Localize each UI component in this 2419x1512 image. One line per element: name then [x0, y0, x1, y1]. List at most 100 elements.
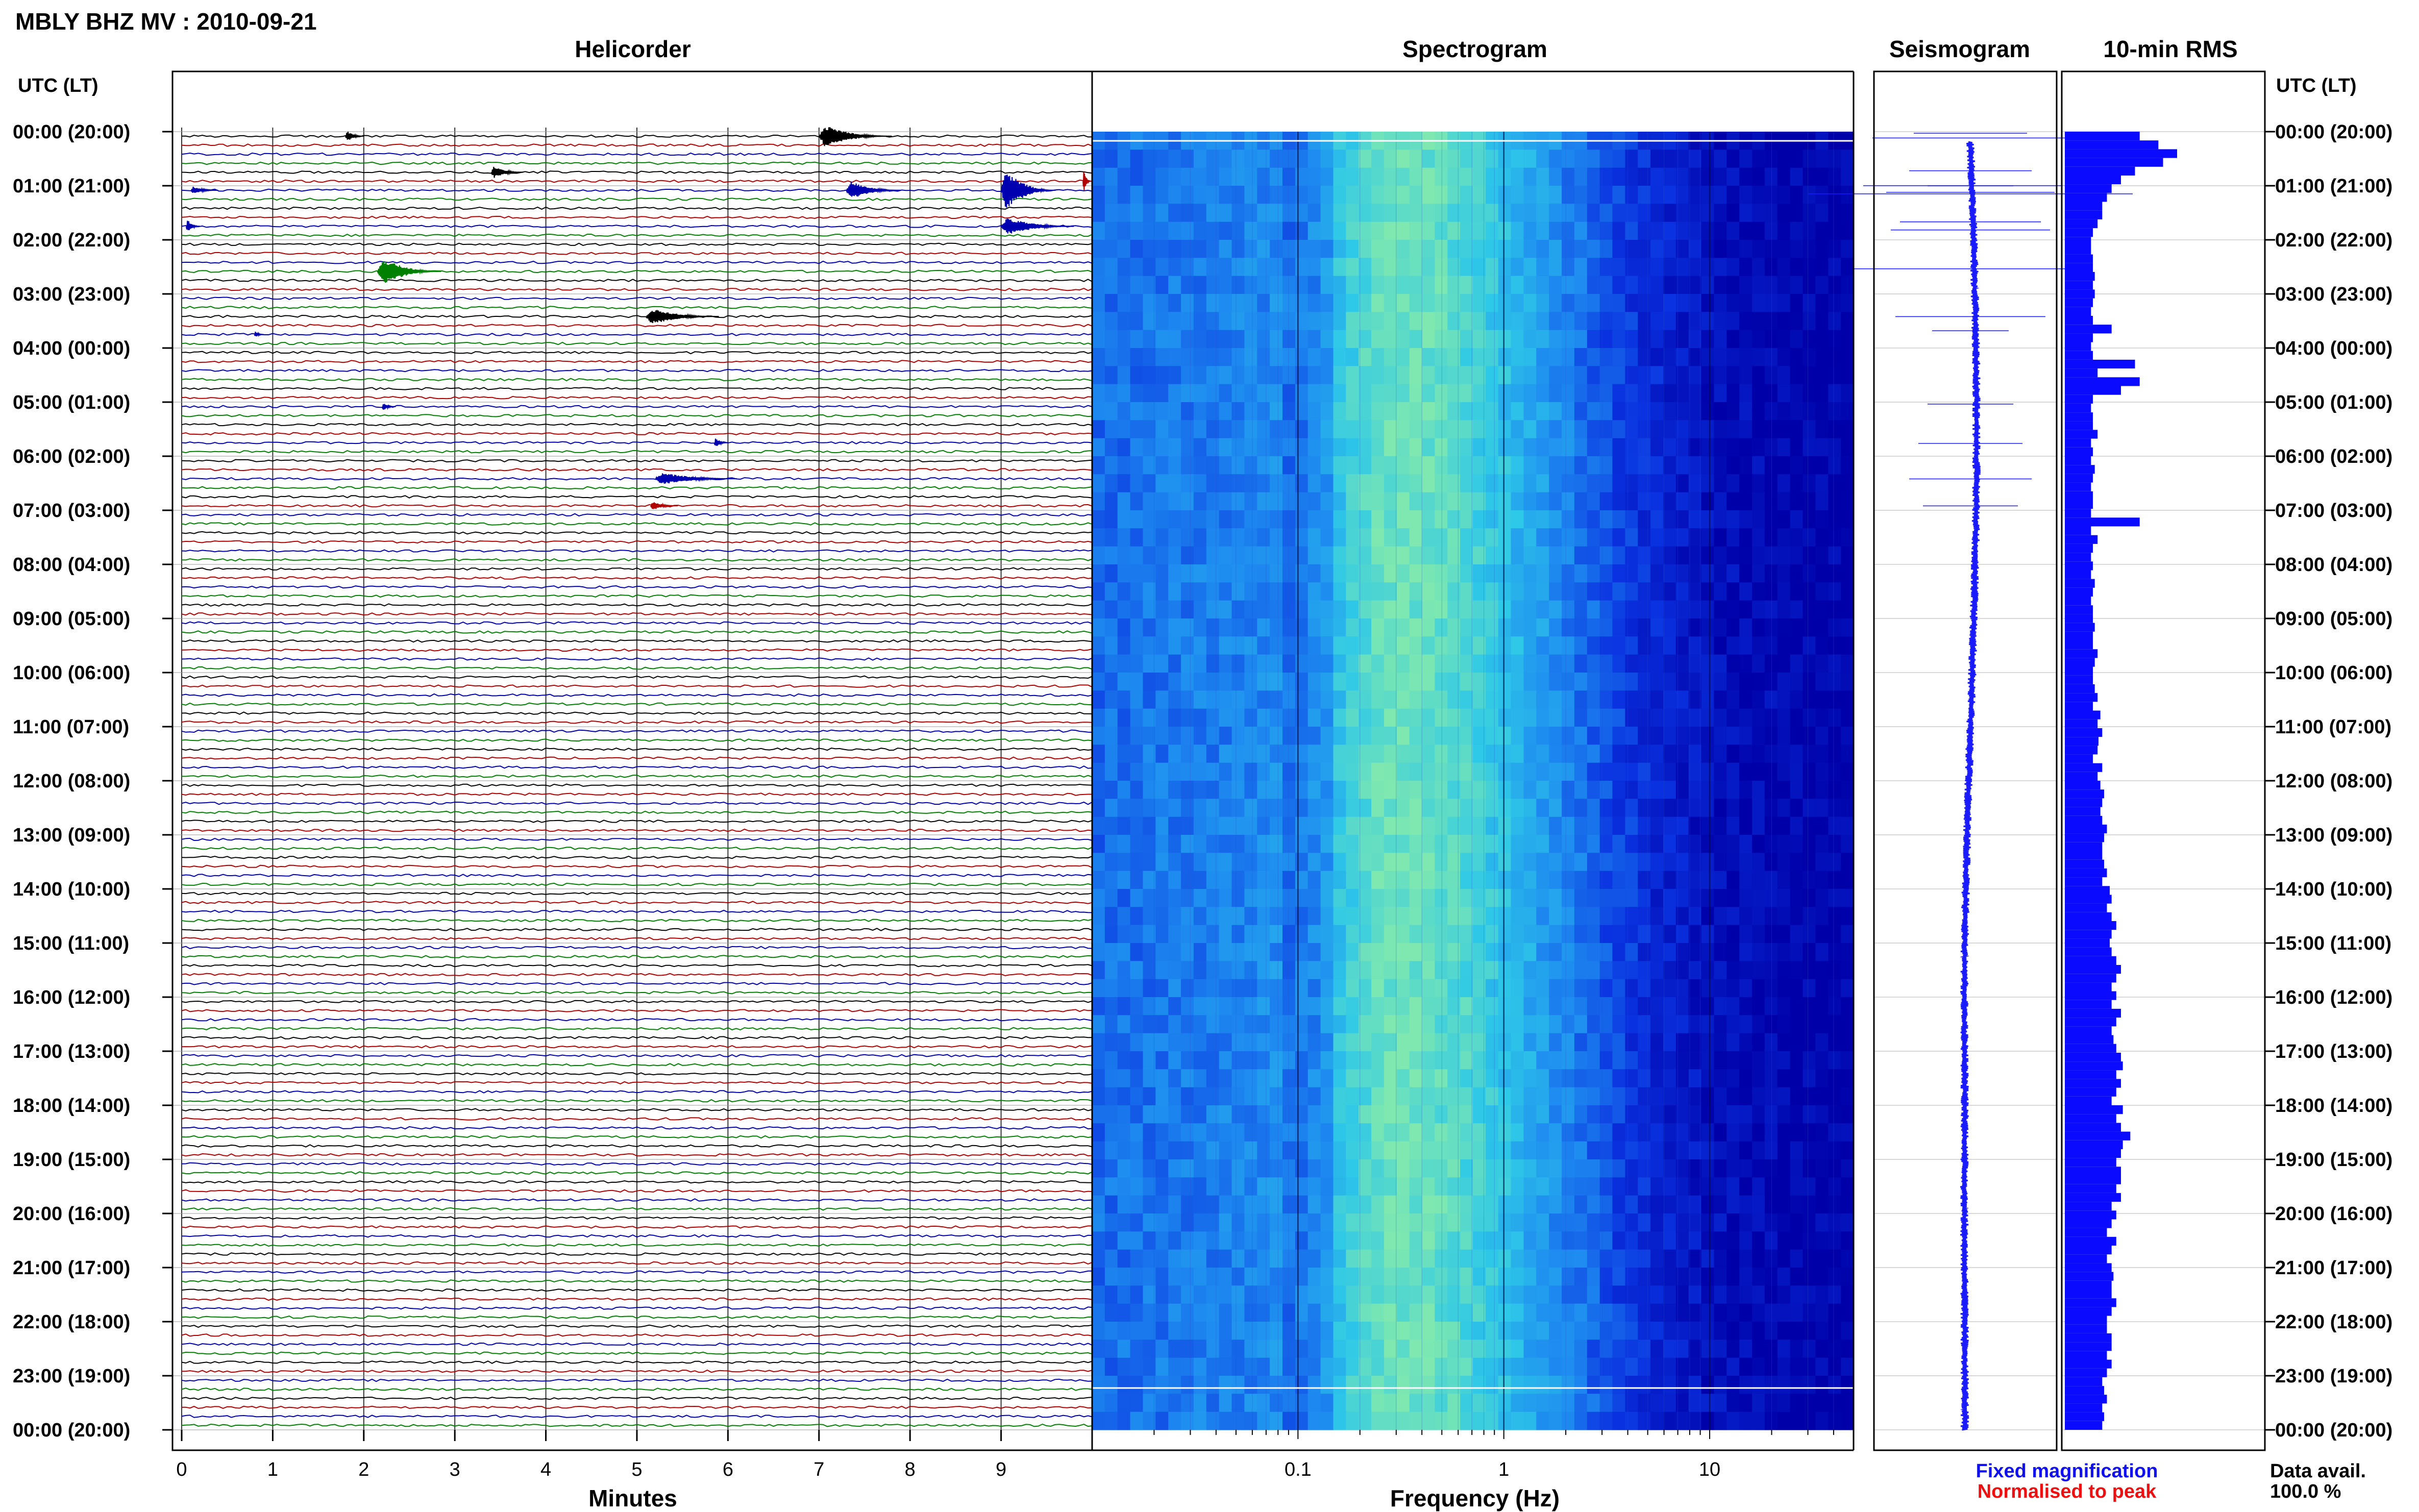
- spectrogram-cell: [1244, 600, 1257, 619]
- spectrogram-cell: [1485, 816, 1499, 835]
- spectrogram-cell: [1549, 1051, 1562, 1070]
- rms-bar: [2065, 517, 2140, 527]
- spectrogram-cell: [1270, 492, 1283, 511]
- spectrogram-cell: [1574, 1249, 1588, 1268]
- spectrogram-cell: [1168, 564, 1181, 583]
- frequency-tick-labels: 0.1 1 10: [1285, 1459, 1720, 1480]
- spectrogram-cell: [1511, 1033, 1524, 1052]
- spectrogram-cell: [1143, 1285, 1156, 1304]
- helicorder-trace: [181, 585, 1093, 589]
- spectrogram-cell: [1663, 1105, 1676, 1124]
- spectrogram-cell: [1447, 600, 1461, 619]
- spectrogram-cell: [1574, 1303, 1588, 1322]
- spectrogram-cell: [1841, 925, 1854, 944]
- spectrogram-cell: [1359, 204, 1372, 222]
- spectrogram-cell: [1168, 510, 1181, 529]
- spectrogram-cell: [1574, 546, 1588, 565]
- spectrogram-cell: [1270, 1376, 1283, 1394]
- spectrogram-cell: [1562, 1195, 1575, 1214]
- spectrogram-cell: [1498, 420, 1512, 439]
- spectrogram-cell: [1092, 925, 1105, 944]
- spectrogram-cell: [1396, 528, 1410, 547]
- spectrogram-cell: [1523, 402, 1537, 420]
- spectrogram-cell: [1359, 654, 1372, 673]
- spectrogram-cell: [1625, 546, 1638, 565]
- spectrogram-cell: [1815, 673, 1829, 691]
- time-tick-label: 05:00 (01:00): [13, 392, 130, 413]
- spectrogram-cell: [1511, 853, 1524, 872]
- spectrogram-cell: [1815, 312, 1829, 331]
- spectrogram-cell: [1219, 673, 1232, 691]
- spectrogram-cell: [1473, 1141, 1486, 1160]
- spectrogram-cell: [1346, 816, 1359, 835]
- spectrogram-cell: [1612, 889, 1625, 907]
- spectrogram-cell: [1422, 150, 1435, 168]
- spectrogram-cell: [1726, 727, 1740, 745]
- spectrogram-cell: [1777, 781, 1791, 799]
- spectrogram-cell: [1675, 564, 1689, 583]
- spectrogram-cell: [1282, 1357, 1296, 1376]
- spectrogram-cell: [1155, 1015, 1169, 1034]
- spectrogram-cell: [1270, 690, 1283, 709]
- rms-bar: [2065, 465, 2095, 474]
- spectrogram-cell: [1193, 1087, 1207, 1106]
- spectrogram-cell: [1092, 961, 1105, 980]
- spectrogram-cell: [1752, 1357, 1765, 1376]
- spectrogram-cell: [1219, 690, 1232, 709]
- spectrogram-cell: [1473, 835, 1486, 853]
- spectrogram-cell: [1587, 907, 1600, 926]
- spectrogram-cell: [1688, 1015, 1702, 1034]
- spectrogram-cell: [1117, 690, 1131, 709]
- spectrogram-cell: [1384, 1394, 1397, 1412]
- rms-bar: [2065, 368, 2098, 378]
- spectrogram-cell: [1130, 186, 1144, 204]
- spectrogram-cell: [1523, 618, 1537, 637]
- rms-bar: [2065, 509, 2091, 518]
- spectrogram-cell: [1320, 1322, 1334, 1340]
- spectrogram-cell: [1244, 1303, 1257, 1322]
- spectrogram-cell: [1168, 1213, 1181, 1232]
- spectrogram-cell: [1206, 221, 1220, 240]
- rms-bar: [2065, 938, 2110, 948]
- spectrogram-cell: [1828, 1340, 1841, 1358]
- spectrogram-cell: [1511, 1249, 1524, 1268]
- spectrogram-cell: [1612, 384, 1625, 403]
- spectrogram-cell: [1104, 871, 1118, 889]
- spectrogram-cell: [1726, 871, 1740, 889]
- spectrogram-cell: [1675, 167, 1689, 186]
- spectrogram-cell: [1333, 258, 1346, 277]
- spectrogram-cell: [1181, 240, 1194, 258]
- spectrogram-cell: [1447, 456, 1461, 475]
- spectrogram-cell: [1612, 673, 1625, 691]
- spectrogram-cell: [1295, 1051, 1309, 1070]
- spectrogram-cell: [1092, 708, 1105, 727]
- spectrogram-cell: [1219, 943, 1232, 961]
- spectrogram-cell: [1739, 384, 1752, 403]
- spectrogram-cell: [1231, 979, 1245, 998]
- spectrogram-cell: [1104, 997, 1118, 1015]
- spectrogram-cell: [1181, 673, 1194, 691]
- rms-bar: [2065, 394, 2093, 404]
- spectrogram-cell: [1701, 348, 1715, 366]
- spectrogram-cell: [1485, 1213, 1499, 1232]
- spectrogram-cell: [1295, 618, 1309, 637]
- spectrogram-cell: [1511, 1285, 1524, 1304]
- spectrogram-cell: [1231, 1376, 1245, 1394]
- spectrogram-cell: [1777, 961, 1791, 980]
- rms-bar: [2065, 798, 2103, 807]
- spectrogram-cell: [1181, 1411, 1194, 1430]
- spectrogram-cell: [1092, 907, 1105, 926]
- spectrogram-cell: [1447, 510, 1461, 529]
- helicorder-trace: [181, 549, 1093, 553]
- spectrogram-cell: [1231, 150, 1245, 168]
- spectrogram-cell: [1371, 1141, 1385, 1160]
- spectrogram-cell: [1104, 150, 1118, 168]
- spectrogram-cell: [1422, 889, 1435, 907]
- spectrogram-cell: [1726, 492, 1740, 511]
- spectrogram-cell: [1181, 1195, 1194, 1214]
- spectrogram-cell: [1523, 1303, 1537, 1322]
- spectrogram-cell: [1219, 1231, 1232, 1250]
- spectrogram-cell: [1231, 294, 1245, 312]
- spectrogram-cell: [1447, 1411, 1461, 1430]
- spectrogram-cell: [1485, 618, 1499, 637]
